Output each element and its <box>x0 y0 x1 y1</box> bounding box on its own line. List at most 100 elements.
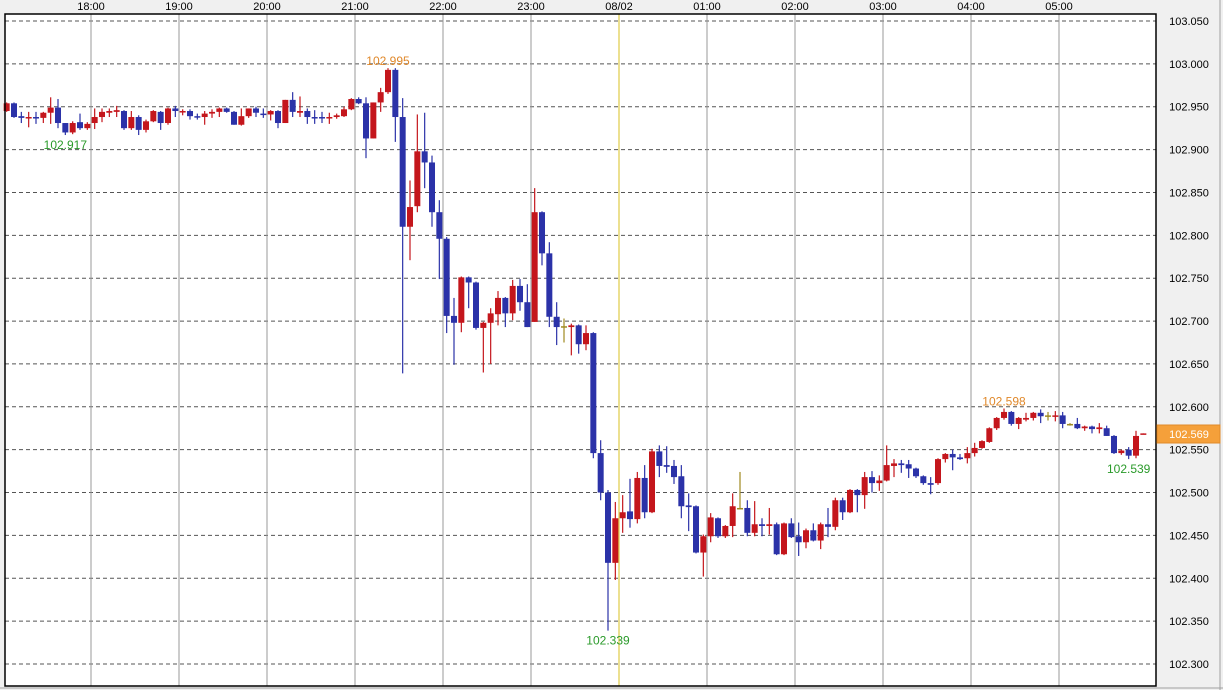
low-price-label: 102.539 <box>1107 462 1151 476</box>
candle-body <box>913 468 920 477</box>
candle <box>553 302 560 346</box>
candle-body <box>759 524 766 526</box>
candle-body <box>957 457 964 460</box>
candle <box>781 522 788 556</box>
candle-body <box>187 111 194 117</box>
candle <box>993 417 1000 430</box>
candle-body <box>685 505 692 508</box>
candle-body <box>150 111 157 122</box>
candle-body <box>84 123 91 129</box>
candle-body <box>993 417 1000 429</box>
annotations: 102.995 102.917 102.339 102.598 102.539 <box>44 54 1151 647</box>
candle-body <box>693 506 700 553</box>
candle <box>737 471 744 510</box>
candle <box>546 242 553 328</box>
candle <box>707 513 714 543</box>
y-tick-label: 102.450 <box>1169 530 1209 542</box>
x-axis-ticks: 18:00 19:00 20:00 21:00 22:00 23:00 08/02 01:00… <box>77 1 1073 13</box>
candle <box>201 111 208 125</box>
candle-body <box>847 489 854 513</box>
candle <box>77 113 84 130</box>
candle <box>55 99 62 129</box>
candle-body <box>201 113 208 118</box>
candle <box>568 323 575 356</box>
candle-body <box>341 109 348 117</box>
candle <box>685 493 692 532</box>
candle-body <box>209 111 216 114</box>
y-axis-ticks: 103.050 103.000 102.950 102.900 102.850 102.8… <box>1169 16 1209 671</box>
candle <box>729 493 736 538</box>
candle-body <box>47 107 54 113</box>
candle <box>927 477 934 495</box>
candle <box>517 279 524 311</box>
candle <box>671 459 678 484</box>
candle-body <box>1118 450 1125 454</box>
candle <box>605 489 612 631</box>
candle <box>817 522 824 550</box>
candle-body <box>3 103 10 112</box>
candle-body <box>817 524 824 541</box>
candle-body <box>157 111 164 124</box>
candle-body <box>971 447 978 454</box>
candle <box>986 427 993 443</box>
candle <box>150 110 157 123</box>
candle-body <box>612 518 619 563</box>
y-tick-label: 103.050 <box>1169 16 1209 28</box>
candle-body <box>883 465 890 481</box>
candle-body <box>517 285 524 303</box>
y-tick-label: 102.500 <box>1169 488 1209 500</box>
candle <box>443 237 450 334</box>
candle <box>399 98 406 374</box>
candle <box>693 505 700 554</box>
candle <box>267 110 274 121</box>
candle-body <box>289 99 296 112</box>
y-tick-label: 103.000 <box>1169 59 1209 71</box>
candle-body <box>106 111 113 113</box>
candle <box>106 108 113 118</box>
candle-body <box>744 507 751 533</box>
candle-body <box>480 322 487 328</box>
candle-body <box>231 111 238 125</box>
candle <box>1118 449 1125 455</box>
candle <box>473 281 480 330</box>
candle-body <box>1074 423 1081 429</box>
candle <box>458 276 465 333</box>
candle-body <box>1089 426 1096 430</box>
y-tick-label: 102.550 <box>1169 445 1209 457</box>
candle-body <box>135 117 142 130</box>
candle <box>282 99 289 124</box>
candle-body <box>575 325 582 345</box>
candle-body <box>502 297 509 314</box>
candle <box>1125 447 1132 460</box>
candle <box>759 518 766 537</box>
candle <box>62 123 69 136</box>
candle-body <box>1045 415 1052 417</box>
candle-body <box>634 477 641 520</box>
candle <box>238 108 245 126</box>
candle <box>700 534 707 577</box>
candle <box>326 112 333 124</box>
candle-body <box>407 207 414 227</box>
y-tick-label: 102.600 <box>1169 402 1209 414</box>
y-tick-label: 102.400 <box>1169 573 1209 585</box>
candle-body <box>905 464 912 469</box>
candle-body <box>1052 415 1059 417</box>
current-price-marker: 102.569 <box>1156 424 1221 444</box>
candle-body <box>1008 411 1015 424</box>
candle-body <box>25 117 32 119</box>
candle-body <box>399 117 406 227</box>
candle <box>957 453 964 460</box>
candle-body <box>443 238 450 316</box>
low-price-label: 102.917 <box>44 138 88 152</box>
candle-body <box>436 212 443 239</box>
candle-body <box>649 451 656 513</box>
candle <box>539 211 546 266</box>
candle <box>1052 411 1059 422</box>
candle <box>502 297 509 328</box>
candle-body <box>671 465 678 478</box>
candle <box>509 279 516 321</box>
candle <box>253 106 260 118</box>
candle-body <box>348 99 355 110</box>
candle <box>1030 411 1037 421</box>
candle-body <box>385 69 392 93</box>
